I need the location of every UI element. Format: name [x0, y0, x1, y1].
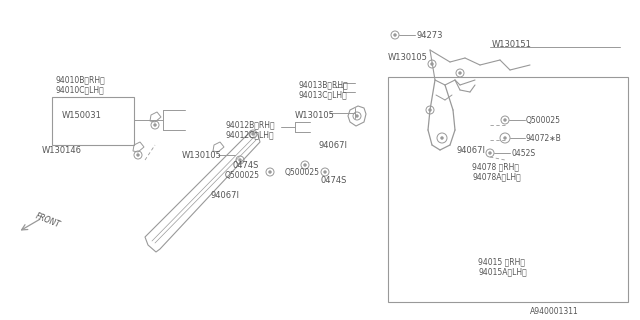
Text: 94078A〈LH〉: 94078A〈LH〉 [472, 172, 521, 181]
Text: 0452S: 0452S [512, 148, 536, 157]
Circle shape [304, 164, 306, 166]
Text: 94078 〈RH〉: 94078 〈RH〉 [472, 163, 519, 172]
Circle shape [489, 152, 492, 154]
Text: 94072∗B: 94072∗B [526, 133, 562, 142]
Text: Q500025: Q500025 [285, 167, 320, 177]
Text: Q500025: Q500025 [225, 171, 260, 180]
Text: 94067I: 94067I [210, 190, 239, 199]
Text: W130146: W130146 [42, 146, 82, 155]
Circle shape [269, 171, 271, 173]
Bar [52, 97, 134, 145]
Text: 94273: 94273 [416, 30, 442, 39]
Text: W150031: W150031 [62, 110, 102, 119]
Text: 94012C〈LH〉: 94012C〈LH〉 [225, 131, 274, 140]
Circle shape [504, 119, 506, 121]
Circle shape [394, 34, 396, 36]
Text: 94013B〈RH〉: 94013B〈RH〉 [298, 81, 348, 90]
Circle shape [431, 63, 433, 65]
Text: 94010C〈LH〉: 94010C〈LH〉 [55, 85, 104, 94]
Circle shape [154, 124, 156, 126]
Circle shape [137, 154, 140, 156]
Text: 0474S: 0474S [320, 175, 346, 185]
Text: W130105: W130105 [182, 150, 222, 159]
Text: Q500025: Q500025 [526, 116, 561, 124]
Circle shape [441, 137, 444, 139]
Text: 94012B〈RH〉: 94012B〈RH〉 [225, 121, 275, 130]
Text: A940001311: A940001311 [530, 308, 579, 316]
Text: 94015 〈RH〉: 94015 〈RH〉 [478, 258, 525, 267]
Circle shape [239, 159, 241, 161]
Text: W130151: W130151 [492, 39, 532, 49]
Text: 94013C〈LH〉: 94013C〈LH〉 [298, 91, 347, 100]
Circle shape [504, 137, 506, 139]
Text: FRONT: FRONT [34, 212, 61, 230]
Text: 94015A〈LH〉: 94015A〈LH〉 [478, 268, 527, 276]
Circle shape [356, 115, 358, 117]
Text: W130105: W130105 [295, 110, 335, 119]
Text: 94010B〈RH〉: 94010B〈RH〉 [55, 76, 105, 84]
Circle shape [459, 72, 461, 74]
Text: 0474S: 0474S [232, 161, 259, 170]
Text: W130105: W130105 [388, 52, 428, 61]
Circle shape [252, 133, 254, 135]
Circle shape [429, 109, 431, 111]
Circle shape [324, 171, 326, 173]
Text: 94067I: 94067I [318, 140, 347, 149]
Bar [388, 77, 628, 302]
Text: 94067I: 94067I [456, 146, 485, 155]
